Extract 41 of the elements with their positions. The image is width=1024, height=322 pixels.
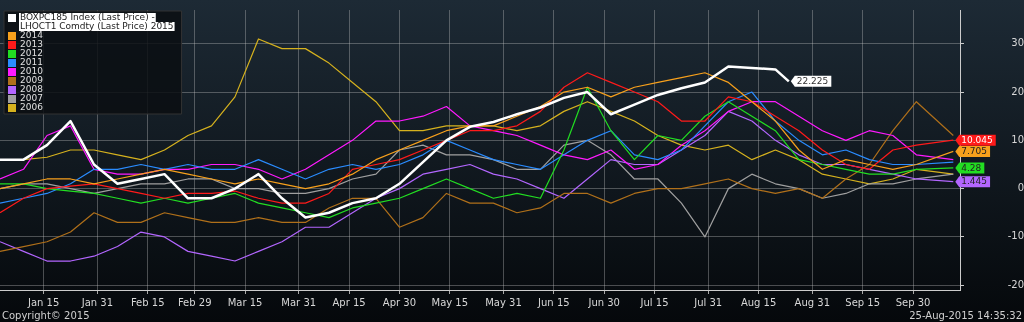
- data-label: 10.045: [961, 134, 993, 145]
- y-tick-label: 10: [1011, 133, 1024, 145]
- x-tick-label: Feb 15: [130, 296, 165, 308]
- y-tick-label: 20: [1011, 85, 1024, 97]
- x-tick-label: Jan 15: [26, 296, 60, 308]
- x-tick-label: May 31: [485, 296, 522, 308]
- text: 25-Aug-2015 14:35:32: [909, 309, 1022, 321]
- legend-label: 2010: [20, 66, 44, 77]
- y-tick-label: 30: [1011, 37, 1024, 49]
- legend-label: 2012: [20, 48, 43, 59]
- data-label: 4.28: [961, 162, 982, 173]
- legend-label: 2014: [20, 30, 44, 41]
- x-tick-label: Sep 30: [895, 296, 931, 308]
- text: Copyright© 2015: [2, 309, 90, 321]
- y-tick-label: -20: [1007, 278, 1024, 290]
- x-tick-label: Mar 15: [227, 296, 263, 308]
- x-tick-label: Mar 31: [281, 296, 317, 308]
- legend-label: 2013: [20, 39, 43, 50]
- y-tick-label: -10: [1007, 230, 1024, 242]
- data-label: 1.445: [961, 176, 988, 187]
- legend-label: 2011: [20, 57, 43, 68]
- x-tick-label: Aug 15: [740, 296, 777, 308]
- data-label: 22.225: [796, 76, 829, 87]
- x-tick-label: Jan 31: [80, 296, 114, 308]
- legend-label: 2007: [20, 93, 43, 104]
- legend-label: 2006: [20, 102, 44, 113]
- x-tick-label: May 15: [431, 296, 469, 308]
- x-tick-label: Jul 15: [639, 296, 669, 308]
- x-tick-label: Jul 31: [693, 296, 723, 308]
- data-label: 7.705: [961, 146, 988, 157]
- x-tick-label: Apr 30: [382, 296, 417, 308]
- x-tick-label: Jun 30: [587, 296, 620, 308]
- legend-label: 2009: [20, 75, 44, 86]
- x-tick-label: Sep 15: [845, 296, 881, 308]
- x-tick-label: Aug 31: [794, 296, 831, 308]
- y-tick-label: 0: [1017, 182, 1024, 194]
- x-tick-label: Jun 15: [537, 296, 570, 308]
- legend-label: BOXPC185 Index (Last Price) - LHOCT1 Comdty (Last Price) 2015: [20, 12, 174, 32]
- x-tick-label: Apr 15: [332, 296, 366, 308]
- legend-label: 2008: [20, 84, 44, 95]
- x-tick-label: Feb 29: [177, 296, 212, 308]
